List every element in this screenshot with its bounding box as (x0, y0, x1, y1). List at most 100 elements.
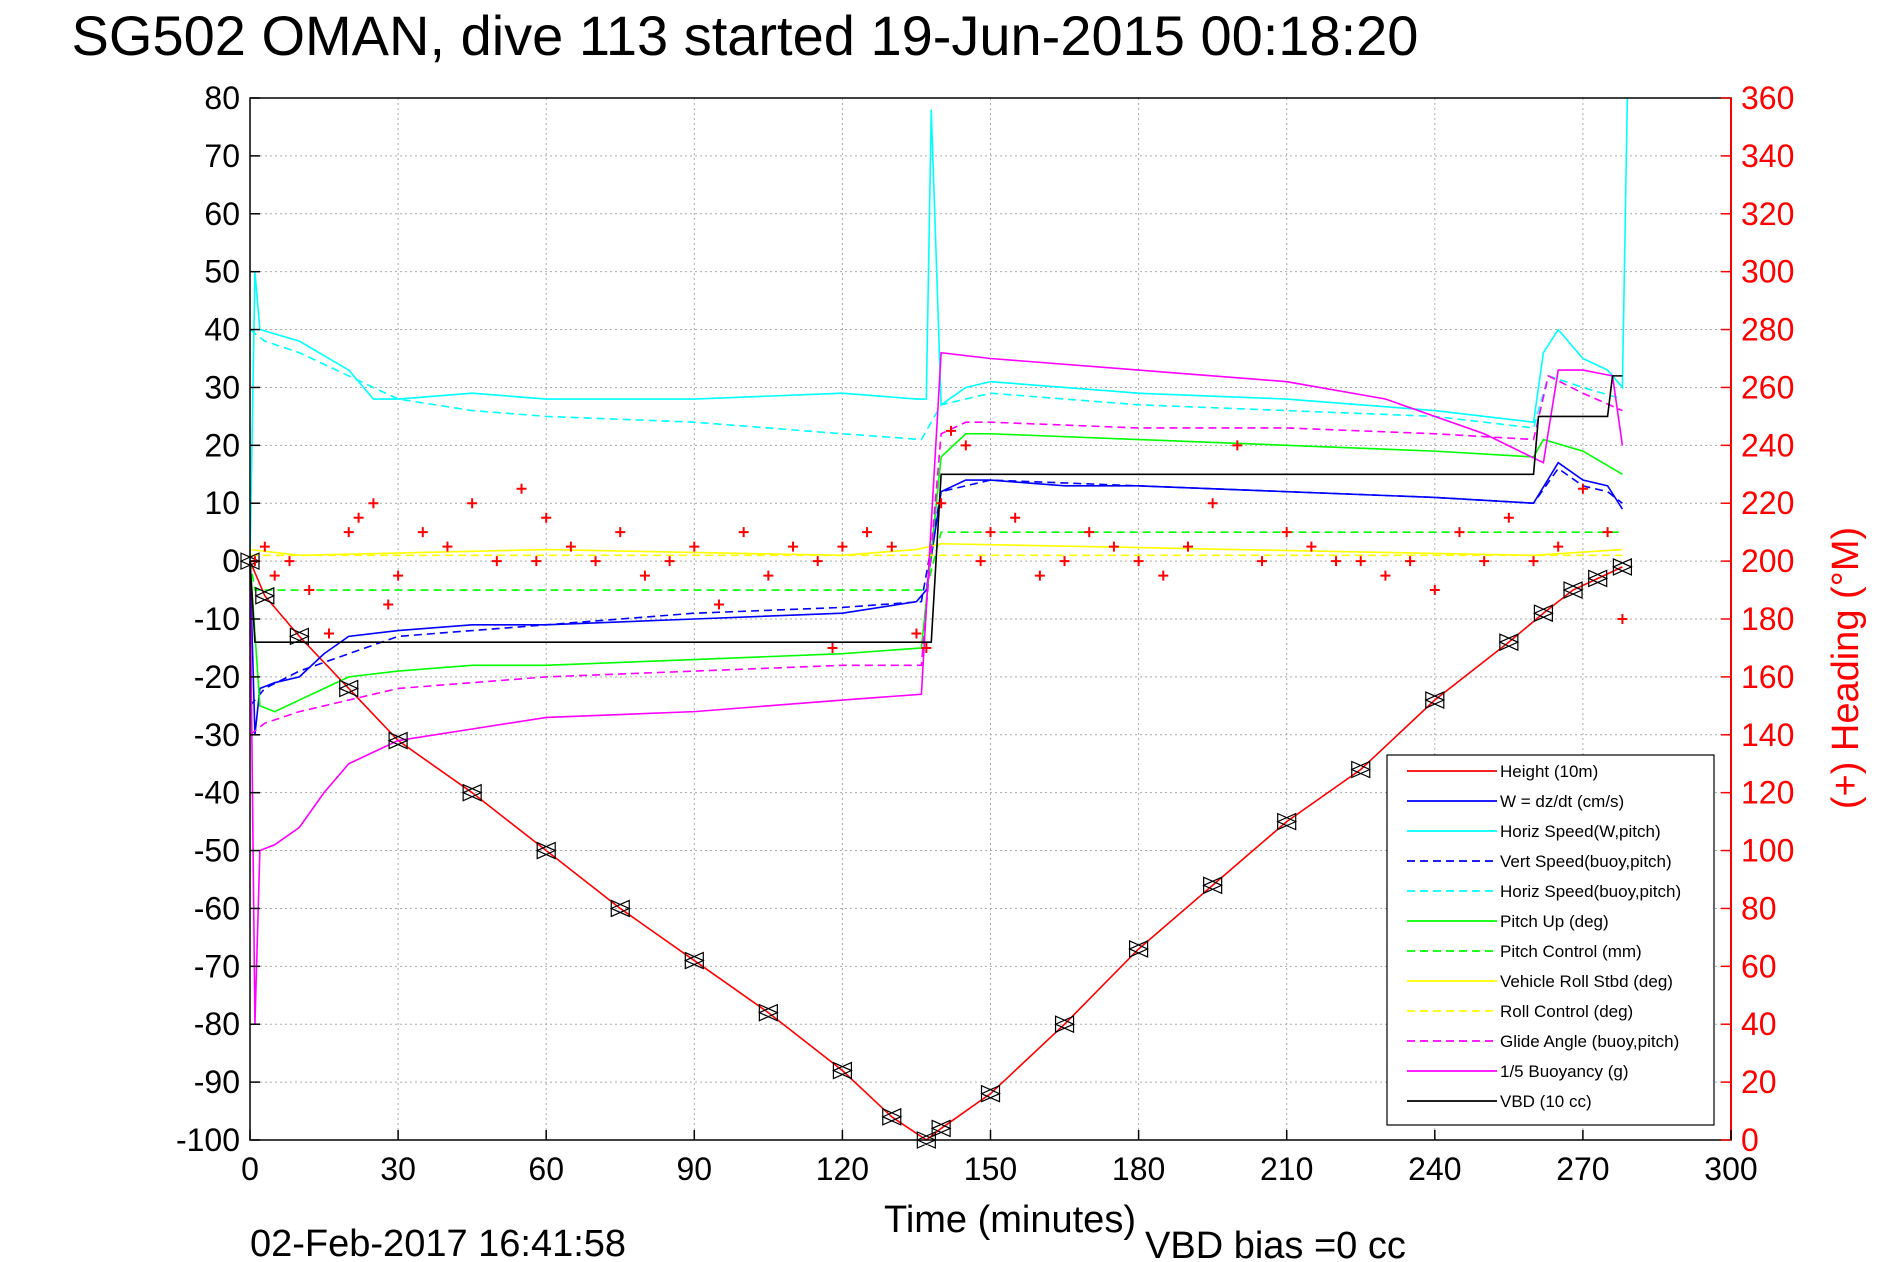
series-line-9 (249, 374, 1623, 736)
heading-marker (284, 556, 295, 567)
heading-marker (689, 541, 700, 552)
series-line-11 (249, 375, 1623, 643)
heading-marker (1355, 556, 1366, 567)
y2-tick-label: 80 (1741, 890, 1777, 926)
heading-marker (1182, 541, 1193, 552)
height-marker (1611, 557, 1633, 576)
heading-marker (664, 556, 675, 567)
y-tick-label: -50 (194, 833, 240, 869)
y2-tick-label: 340 (1741, 138, 1794, 174)
heading-marker (442, 541, 453, 552)
y2-tick-label: 160 (1741, 659, 1794, 695)
y2-tick-label: 20 (1741, 1064, 1777, 1100)
heading-marker (304, 585, 315, 596)
chart-title: SG502 OMAN, dive 113 started 19-Jun-2015… (72, 4, 1419, 67)
legend-entry: Horiz Speed(W,pitch) (1500, 822, 1661, 841)
y-tick-label: 80 (204, 80, 240, 116)
height-marker (1128, 940, 1150, 958)
legend-entry: VBD (10 cc) (1500, 1092, 1592, 1111)
series-line-7 (249, 542, 1623, 557)
y2-axis-label: (+) Heading (°M) (1825, 527, 1867, 809)
legend-entry: Roll Control (deg) (1500, 1002, 1633, 1021)
heading-marker (323, 628, 334, 639)
height-marker (387, 731, 409, 750)
y2-tick-label: 0 (1741, 1122, 1759, 1158)
heading-marker (911, 628, 922, 639)
y-tick-label: -60 (194, 890, 240, 926)
legend-entry: Vert Speed(buoy,pitch) (1500, 852, 1672, 871)
y-tick-label: 40 (204, 312, 240, 348)
series-layer (239, 97, 1633, 1149)
y2-tick-label: 40 (1741, 1006, 1777, 1042)
y-tick-labels-left: 80 70 60 50 40 30 20 10 0 -10 -20 -30 -40 -50 -60 -70 -8… (176, 80, 260, 1158)
height-marker (831, 1061, 853, 1080)
height-marker (338, 679, 360, 698)
x-tick-label: 300 (1704, 1151, 1757, 1187)
heading-marker (1232, 440, 1243, 451)
legend-box (1386, 754, 1715, 1126)
y-tick-label: 60 (204, 196, 240, 232)
height-marker (1424, 691, 1446, 709)
series-line-2 (249, 97, 1629, 562)
heading-marker (837, 541, 848, 552)
heading-marker (946, 425, 957, 436)
series-line-0 (249, 560, 1623, 1141)
y2-tick-label: 300 (1741, 254, 1794, 290)
heading-marker (516, 483, 527, 494)
footer-date: 02-Feb-2017 16:41:58 (250, 1223, 626, 1262)
legend-entry: Glide Angle (buoy,pitch) (1500, 1032, 1679, 1051)
heading-marker (1454, 527, 1465, 538)
heading-marker (1405, 556, 1416, 567)
y-tick-label: 70 (204, 138, 240, 174)
heading-marker (1479, 556, 1490, 567)
y2-tick-label: 180 (1741, 601, 1794, 637)
y-tick-label: -30 (194, 717, 240, 753)
y-tick-label: -10 (194, 601, 240, 637)
height-marker (1276, 812, 1298, 831)
heading-marker (788, 541, 799, 552)
heading-marker (975, 556, 986, 567)
heading-markers (249, 425, 1628, 653)
y-tick-label: -40 (194, 775, 240, 811)
heading-marker (1331, 556, 1342, 567)
heading-marker (1617, 614, 1628, 624)
y2-tick-label: 100 (1741, 833, 1794, 869)
heading-marker (936, 498, 947, 509)
heading-marker (1257, 556, 1268, 567)
heading-marker (1577, 483, 1588, 494)
x-axis-label: Time (minutes) (884, 1199, 1136, 1241)
x-tick-label: 30 (380, 1151, 416, 1187)
footer-vbd-bias: VBD bias =0 cc (1145, 1225, 1406, 1262)
heading-marker (1306, 541, 1317, 552)
heading-marker (1034, 570, 1045, 581)
x-tick-labels: 0 30 60 90 120 150 180 210 240 270 300 (241, 1130, 1758, 1187)
y2-tick-label: 120 (1741, 775, 1794, 811)
heading-marker (1602, 527, 1613, 538)
heading-marker (565, 541, 576, 552)
height-marker (254, 586, 276, 605)
x-tick-label: 270 (1556, 1151, 1609, 1187)
heading-marker (763, 570, 774, 581)
legend-entry: Horiz Speed(buoy,pitch) (1500, 882, 1681, 901)
heading-marker (639, 570, 650, 581)
x-tick-label: 90 (677, 1151, 713, 1187)
height-marker (461, 783, 483, 802)
grid (249, 97, 1732, 1141)
series-line-10 (249, 351, 1624, 1025)
legend-entry: 1/5 Buoyancy (g) (1500, 1062, 1629, 1081)
heading-marker (383, 599, 394, 610)
y-tick-label: 10 (204, 485, 240, 521)
y2-tick-label: 280 (1741, 312, 1794, 348)
height-marker (535, 841, 557, 860)
heading-marker (1158, 570, 1169, 581)
heading-marker (862, 527, 873, 538)
height-marker (288, 627, 310, 646)
y-tick-label: 0 (222, 543, 240, 579)
heading-marker (738, 527, 749, 538)
height-marker (930, 1119, 952, 1138)
y-tick-labels-right: 3603403203002802602402202001801601401201… (1721, 80, 1794, 1158)
series-line-6 (249, 531, 1623, 591)
legend-entry: W = dz/dt (cm/s) (1500, 792, 1624, 811)
heading-marker (368, 498, 379, 509)
